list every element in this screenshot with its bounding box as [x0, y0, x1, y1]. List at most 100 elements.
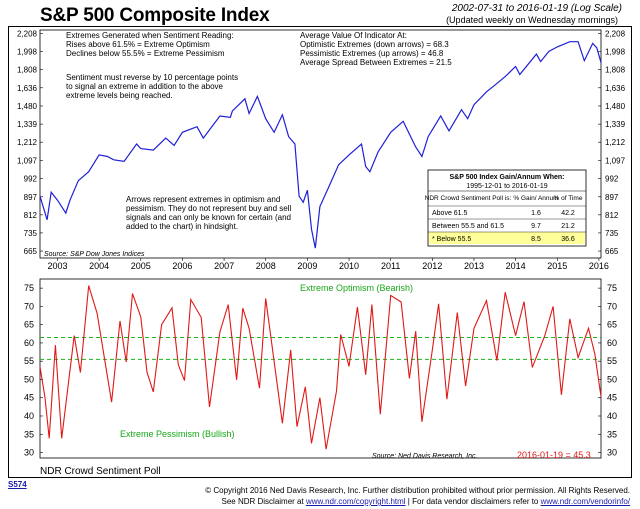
x-tick-label: 2015: [547, 261, 567, 271]
y-tick-label-left: 30: [24, 448, 34, 458]
table-cell: 42.2: [561, 210, 575, 217]
x-tick-label: 2006: [172, 261, 192, 271]
x-tick-label: 2014: [506, 261, 526, 271]
note-right-line: Average Value Of Indicator At:: [300, 31, 407, 40]
table-header: % of Time: [554, 195, 583, 202]
table-subtitle: 1995-12-01 to 2016-01-19: [466, 183, 547, 190]
note-right-line: Pessimistic Extremes (up arrows) = 46.8: [300, 49, 444, 58]
y-tick-label-right: 992: [605, 175, 619, 184]
x-tick-label: 2007: [214, 261, 234, 271]
y-tick-label-right: 60: [607, 338, 617, 348]
y-tick-label-left: 1,998: [17, 48, 38, 57]
y-tick-label-left: 992: [24, 175, 38, 184]
y-tick-label-left: 40: [24, 411, 34, 421]
note-reverse-line: extreme levels being reached.: [66, 91, 173, 100]
x-tick-label: 2013: [464, 261, 484, 271]
table-cell: 21.2: [561, 223, 575, 230]
y-tick-label-left: 1,339: [17, 120, 38, 129]
y-tick-label-left: 897: [24, 193, 38, 202]
y-tick-label-left: 1,480: [17, 102, 38, 111]
y-tick-label-right: 1,339: [605, 120, 626, 129]
y-tick-label-left: 1,808: [17, 66, 38, 75]
y-tick-label-left: 65: [24, 320, 34, 330]
y-tick-label-right: 812: [605, 211, 619, 220]
y-tick-label-left: 35: [24, 429, 34, 439]
chart-frame: [8, 26, 632, 478]
x-tick-label: 2005: [131, 261, 151, 271]
table-title: S&P 500 Index Gain/Annum When:: [449, 174, 564, 181]
y-tick-label-left: 812: [24, 211, 38, 220]
disclaimer-line: See NDR Disclaimer at www.ndr.com/copyri…: [221, 497, 630, 506]
note-arrows-line: signals and can only be known for certai…: [126, 213, 291, 222]
y-tick-label-right: 65: [607, 320, 617, 330]
note-right-line: Optimistic Extremes (down arrows) = 68.3: [300, 40, 449, 49]
vendor-link[interactable]: www.ndr.com/vendorinfo/: [540, 497, 630, 506]
x-tick-label: 2010: [339, 261, 359, 271]
y-tick-label-left: 1,097: [17, 156, 38, 165]
table-highlight-row: [429, 232, 585, 244]
table-cell: 8.5: [531, 236, 541, 243]
sentiment-line: [39, 285, 602, 450]
y-tick-label-right: 45: [607, 393, 617, 403]
table-cell: 9.7: [531, 223, 541, 230]
y-tick-label-right: 665: [605, 247, 619, 256]
y-tick-label-left: 665: [24, 247, 38, 256]
note-left-line: Extremes Generated when Sentiment Readin…: [66, 31, 234, 40]
y-tick-label-left: 50: [24, 374, 34, 384]
note-reverse-line: Sentiment must reverse by 10 percentage …: [66, 73, 238, 82]
table-cell: 1.6: [531, 210, 541, 217]
y-tick-label-left: 60: [24, 338, 34, 348]
y-tick-label-right: 1,636: [605, 84, 626, 93]
note-arrows-line: pessimism. They do not represent buy and…: [126, 204, 291, 213]
y-tick-label-right: 75: [607, 283, 617, 293]
y-tick-label-right: 1,480: [605, 102, 626, 111]
update-note: (Updated weekly on Wednesday mornings): [446, 15, 618, 25]
chart-title: S&P 500 Composite Index: [40, 5, 270, 26]
note-reverse-line: to signal an extreme in addition to the …: [66, 82, 224, 91]
note-arrows-line: Arrows represent extremes in optimism an…: [126, 195, 280, 204]
y-tick-label-left: 1,212: [17, 138, 38, 147]
disclaimer-link[interactable]: www.ndr.com/copyright.html: [305, 497, 406, 506]
top-plot-area: [39, 29, 602, 259]
y-tick-label-right: 70: [607, 301, 617, 311]
top-source: Source: S&P Dow Jones Indices: [44, 251, 145, 258]
table-header: NDR Crowd Sentiment Poll is:: [425, 195, 512, 202]
y-tick-label-left: 70: [24, 301, 34, 311]
x-tick-label: 2008: [256, 261, 276, 271]
table-cell: * Below 55.5: [432, 236, 471, 243]
y-tick-label-right: 1,998: [605, 48, 626, 57]
current-value: 2016-01-19 = 45.3: [517, 450, 591, 460]
sentiment-title: NDR Crowd Sentiment Poll: [40, 466, 161, 477]
x-tick-label: 2004: [89, 261, 109, 271]
copyright-text: © Copyright 2016 Ned Davis Research, Inc…: [205, 486, 630, 495]
optimism-label: Extreme Optimism (Bearish): [300, 283, 413, 293]
y-tick-label-left: 735: [24, 229, 38, 238]
sp500-line: [39, 41, 602, 249]
y-tick-label-right: 735: [605, 229, 619, 238]
y-tick-label-right: 30: [607, 448, 617, 458]
note-right-line: Average Spread Between Extremes = 21.5: [300, 58, 452, 67]
x-tick-label: 2009: [297, 261, 317, 271]
y-tick-label-right: 50: [607, 374, 617, 384]
table-header: % Gain/ Annum: [513, 195, 558, 202]
x-tick-label: 2003: [47, 261, 67, 271]
y-tick-label-right: 40: [607, 411, 617, 421]
note-arrows-line: added to the chart) in hindsight.: [126, 222, 238, 231]
x-tick-label: 2012: [422, 261, 442, 271]
note-left-line: Rises above 61.5% = Extreme Optimism: [66, 40, 210, 49]
y-tick-label-right: 1,212: [605, 138, 626, 147]
x-tick-label: 2011: [381, 261, 400, 271]
date-range: 2002-07-31 to 2016-01-19 (Log Scale): [451, 3, 622, 14]
y-tick-label-right: 2,208: [605, 29, 626, 38]
y-tick-label-right: 1,097: [605, 156, 626, 165]
table-cell: 36.6: [561, 236, 575, 243]
table-cell: Between 55.5 and 61.5: [432, 223, 504, 230]
y-tick-label-right: 897: [605, 193, 619, 202]
pessimism-label: Extreme Pessimism (Bullish): [120, 429, 235, 439]
y-tick-label-right: 55: [607, 356, 617, 366]
table-cell: Above 61.5: [432, 210, 468, 217]
chart-code[interactable]: S574: [8, 480, 27, 489]
y-tick-label-right: 35: [607, 429, 617, 439]
y-tick-label-left: 75: [24, 283, 34, 293]
